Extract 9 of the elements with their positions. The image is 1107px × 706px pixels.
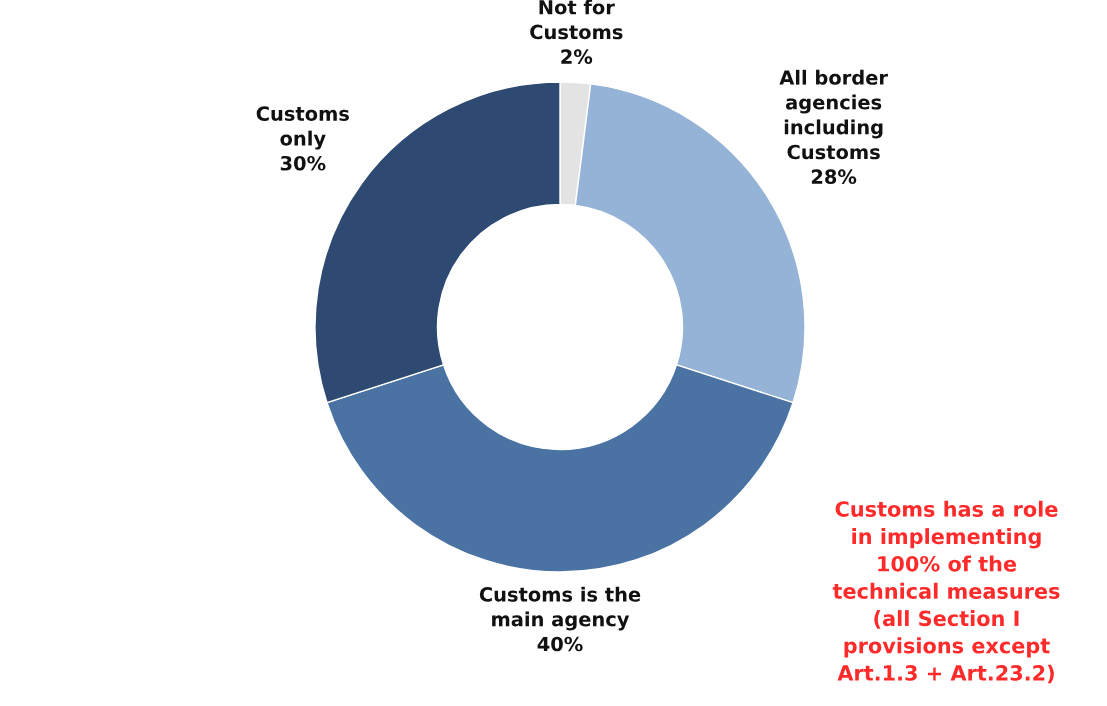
- slice-label: Customs only: [256, 106, 349, 150]
- slice-label: Customs is the main agency: [479, 586, 641, 631]
- data-label: 40%: [537, 636, 583, 652]
- text: Customs has a role in implementing 100% of the technical measures (all Section I provisions except Art.1.3 + Art.23.2): [832, 500, 1060, 684]
- slice-label: All border agencies including Customs: [779, 69, 888, 160]
- data-label: 2%: [561, 49, 593, 65]
- data-label: 30%: [280, 155, 326, 171]
- slice-label: Not for Customs: [530, 0, 623, 40]
- data-label: 28%: [811, 169, 857, 185]
